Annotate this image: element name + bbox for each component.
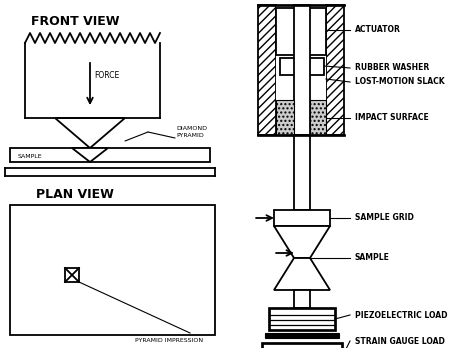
Bar: [262, 343, 342, 348]
Text: PLAN VIEW: PLAN VIEW: [36, 188, 114, 201]
Polygon shape: [274, 258, 330, 290]
Polygon shape: [274, 226, 330, 258]
Bar: [326, 5, 344, 135]
Bar: [294, 135, 310, 210]
Bar: [65, 268, 79, 282]
Bar: [276, 5, 326, 135]
Bar: [265, 333, 339, 338]
Bar: [276, 8, 326, 55]
Text: SAMPLE: SAMPLE: [18, 155, 43, 159]
Bar: [274, 210, 330, 226]
Text: FORCE: FORCE: [94, 71, 119, 79]
Text: RUBBER WASHER: RUBBER WASHER: [355, 63, 429, 72]
Bar: [269, 308, 335, 330]
Bar: [10, 148, 210, 162]
Text: FRONT VIEW: FRONT VIEW: [31, 15, 119, 28]
Bar: [280, 58, 324, 75]
Bar: [276, 100, 294, 135]
Text: SAMPLE: SAMPLE: [355, 253, 390, 262]
Text: ACTUATOR: ACTUATOR: [355, 25, 401, 34]
Bar: [10, 205, 215, 335]
Polygon shape: [55, 118, 125, 148]
Text: IMPACT SURFACE: IMPACT SURFACE: [355, 113, 429, 122]
Bar: [258, 5, 276, 135]
Bar: [294, 290, 310, 308]
Text: PYRAMID IMPRESSION: PYRAMID IMPRESSION: [135, 339, 203, 343]
Text: DIAMOND
PYRAMID: DIAMOND PYRAMID: [176, 126, 207, 137]
Text: STRAIN GAUGE LOAD: STRAIN GAUGE LOAD: [355, 337, 445, 346]
Polygon shape: [72, 148, 108, 162]
Bar: [310, 100, 326, 135]
Text: PIEZOELECTRIC LOAD: PIEZOELECTRIC LOAD: [355, 310, 447, 319]
Text: SAMPLE GRID: SAMPLE GRID: [355, 214, 414, 222]
Bar: [294, 5, 310, 135]
Text: LOST-MOTION SLACK: LOST-MOTION SLACK: [355, 78, 445, 87]
